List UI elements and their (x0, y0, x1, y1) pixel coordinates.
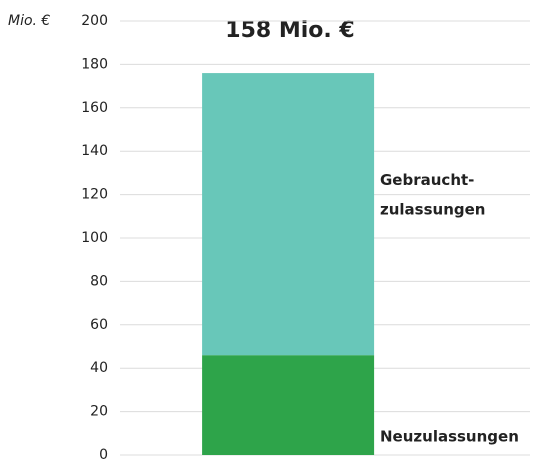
bar-segment (202, 355, 375, 455)
bar-segment (202, 73, 375, 356)
y-tick-label: 200 (81, 13, 108, 29)
y-tick-label: 120 (81, 187, 108, 203)
y-tick-label: 100 (81, 230, 108, 246)
y-tick-label: 140 (81, 143, 108, 159)
y-tick-label: 60 (90, 317, 108, 333)
y-tick-label: 80 (90, 273, 108, 289)
y-tick-label: 20 (90, 404, 108, 420)
series-label: Gebraucht-zulassungen (380, 171, 485, 218)
y-tick-label: 0 (99, 447, 108, 462)
y-axis-label: Mio. € (8, 13, 50, 29)
y-tick-label: 160 (81, 100, 108, 116)
chart-title: 158 Mio. € (225, 18, 354, 43)
y-tick-label: 180 (81, 56, 108, 72)
y-tick-label: 40 (90, 360, 108, 376)
series-label: Neuzulassungen (380, 428, 519, 446)
